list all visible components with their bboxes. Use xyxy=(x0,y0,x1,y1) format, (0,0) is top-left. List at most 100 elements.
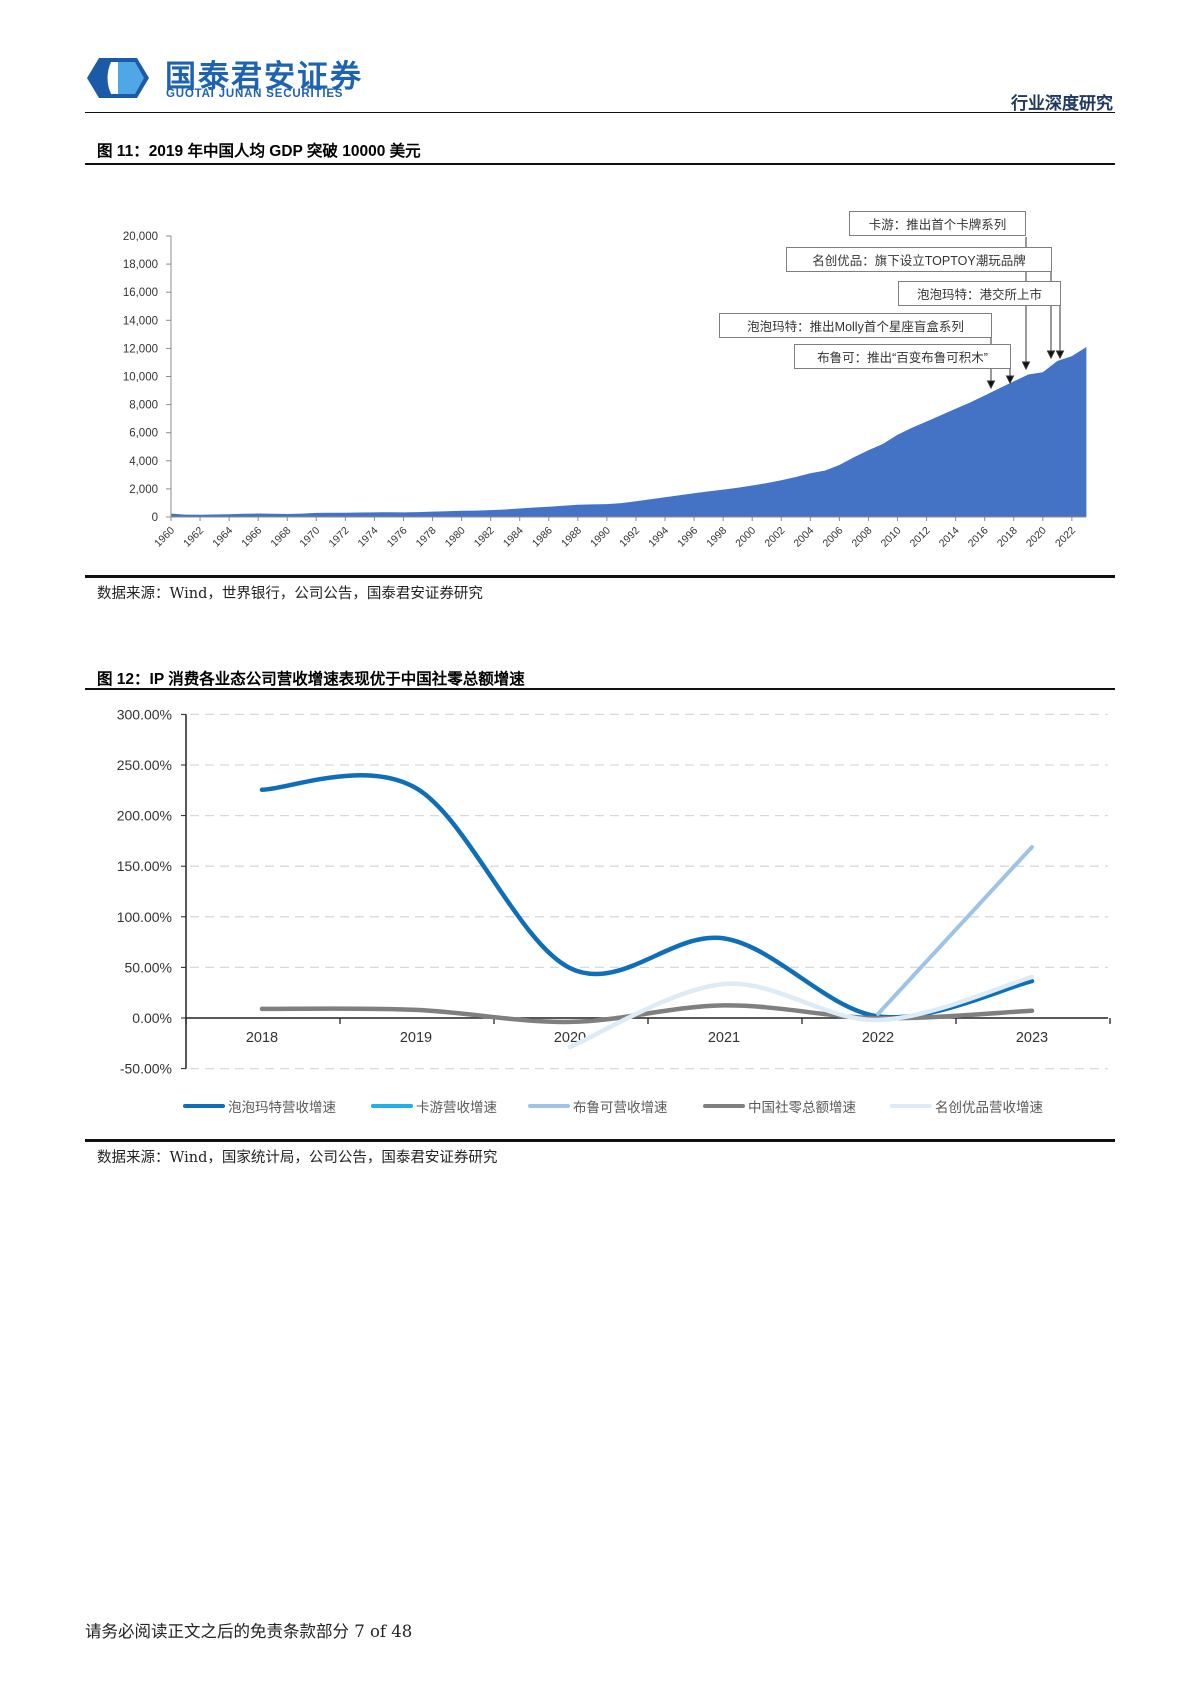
chart-legend: 泡泡玛特营收增速 卡游营收增速 布鲁可营收增速 中国社零总额增速 名创优品营收增… xyxy=(0,1096,1200,1116)
x-tick-label: 1976 xyxy=(385,525,410,550)
x-tick-label: 2023 xyxy=(1016,1030,1048,1046)
x-tick-label: 1978 xyxy=(414,525,439,550)
x-tick-label: 2022 xyxy=(1053,525,1078,550)
legend-swatch xyxy=(703,1104,745,1108)
legend-item-miniso: 名创优品营收增速 xyxy=(890,1096,1043,1116)
y-tick-label: 14,000 xyxy=(123,315,158,327)
annotation-text: 名创优品：旗下设立TOPTOY潮玩品牌 xyxy=(812,254,1026,268)
x-tick-label: 1990 xyxy=(588,525,613,550)
figure-11-source-rule xyxy=(85,575,1115,578)
y-tick-label: 300.00% xyxy=(117,706,172,722)
legend-label: 布鲁可营收增速 xyxy=(573,1100,668,1115)
gdp-area xyxy=(171,347,1087,517)
legend-item-kayou: 卡游营收增速 xyxy=(371,1096,497,1116)
gdp-per-capita-area-chart: 0 2,000 4,000 6,000 8,000 10,000 12,000 14,000 1… xyxy=(123,231,1087,550)
x-tick-label: 1964 xyxy=(210,525,235,550)
legend-swatch xyxy=(528,1104,570,1108)
series-line xyxy=(876,844,1034,1016)
chart-plot-area: 300.00% 250.00% 200.00% 150.00% 100.00% 50.00… xyxy=(117,706,1111,1077)
x-tick-label: 2006 xyxy=(820,525,845,550)
figure-12-title-rule xyxy=(85,688,1115,690)
annotation-miniso: 名创优品：旗下设立TOPTOY潮玩品牌 xyxy=(786,247,1052,272)
legend-swatch xyxy=(371,1104,413,1108)
header-divider xyxy=(85,112,1115,113)
x-tick-label: 2010 xyxy=(879,525,904,550)
y-tick-label: 8,000 xyxy=(129,400,158,412)
x-tick-label: 2012 xyxy=(908,525,933,550)
x-tick-label: 2019 xyxy=(400,1030,432,1046)
annotation-text: 泡泡玛特：港交所上市 xyxy=(916,288,1042,302)
y-tick-label: 0.00% xyxy=(132,1010,172,1026)
x-tick-label: 2000 xyxy=(733,525,758,550)
x-tick-label: 2018 xyxy=(246,1030,278,1046)
y-tick-label: 2,000 xyxy=(129,484,158,496)
legend-swatch xyxy=(890,1104,932,1108)
figure-11-source: 数据来源：Wind，世界银行，公司公告，国泰君安证券研究 xyxy=(97,586,483,602)
y-tick-label: 250.00% xyxy=(117,757,172,773)
x-tick-label: 1988 xyxy=(559,525,584,550)
y-tick-label: 12,000 xyxy=(123,343,158,355)
revenue-growth-line-chart: 300.00% 250.00% 200.00% 150.00% 100.00% 50.00… xyxy=(117,706,1111,1077)
figure-11-title-rule xyxy=(85,163,1115,165)
legend-item-retail-sales: 中国社零总额增速 xyxy=(703,1096,856,1116)
x-tick-label: 1960 xyxy=(152,525,177,550)
legend-label: 中国社零总额增速 xyxy=(748,1100,856,1115)
company-logo-icon xyxy=(87,58,149,98)
report-type-label: 行业深度研究 xyxy=(1011,94,1113,114)
x-tick-label: 2008 xyxy=(850,525,875,550)
legend-label: 泡泡玛特营收增速 xyxy=(228,1100,336,1115)
annotation-blokees: 布鲁可：推出“百变布鲁可积木” xyxy=(794,344,1011,369)
x-tick-label: 1982 xyxy=(472,525,497,550)
annotation-text: 泡泡玛特：推出Molly首个星座盲盒系列 xyxy=(747,320,964,334)
annotation-text: 卡游：推出首个卡牌系列 xyxy=(868,218,1007,232)
brand-name-en: GUOTAI JUNAN SECURITIES xyxy=(166,88,344,100)
y-tick-label: 150.00% xyxy=(117,858,172,874)
x-tick-label: 1992 xyxy=(617,525,642,550)
x-tick-label: 1994 xyxy=(646,525,671,550)
brand-name-cn: 国泰君安证券 xyxy=(165,59,363,94)
legend-label: 卡游营收增速 xyxy=(416,1100,497,1115)
legend-item-blokees: 布鲁可营收增速 xyxy=(528,1096,668,1116)
chart-plot-area: 0 2,000 4,000 6,000 8,000 10,000 12,000 14,000 1… xyxy=(123,231,1087,550)
y-tick-label: 10,000 xyxy=(123,372,158,384)
x-tick-label: 1980 xyxy=(443,525,468,550)
legend-item-popmart: 泡泡玛特营收增速 xyxy=(183,1096,336,1116)
y-tick-label: 20,000 xyxy=(123,231,158,243)
annotation-popmart-molly: 泡泡玛特：推出Molly首个星座盲盒系列 xyxy=(719,313,992,338)
page-footer: 请务必阅读正文之后的免责条款部分 7 of 48 xyxy=(85,1622,413,1641)
figure-12-title: 图 12：IP 消费各业态公司营收增速表现优于中国社零总额增速 xyxy=(97,671,525,688)
x-tick-label: 2021 xyxy=(708,1030,740,1046)
series-line xyxy=(567,974,1035,1050)
x-tick-label: 2022 xyxy=(862,1030,894,1046)
x-tick-label: 2016 xyxy=(966,525,991,550)
x-tick-label: 1968 xyxy=(268,525,293,550)
x-tick-label: 2020 xyxy=(1024,525,1049,550)
y-tick-label: 16,000 xyxy=(123,287,158,299)
y-tick-label: 200.00% xyxy=(117,808,172,824)
x-tick-label: 1996 xyxy=(675,525,700,550)
x-tick-label: 1986 xyxy=(530,525,555,550)
x-tick-label: 1974 xyxy=(356,525,381,550)
annotation-text: 布鲁可：推出“百变布鲁可积木” xyxy=(817,351,988,365)
x-tick-label: 2014 xyxy=(937,525,962,550)
x-tick-label: 2002 xyxy=(762,525,787,550)
x-tick-label: 1972 xyxy=(326,525,351,550)
figure-11-title: 图 11：2019 年中国人均 GDP 突破 10000 美元 xyxy=(97,143,421,160)
y-tick-label: 6,000 xyxy=(129,428,158,440)
y-tick-label: 0 xyxy=(152,512,158,524)
y-tick-label: 50.00% xyxy=(125,959,172,975)
annotation-kayou: 卡游：推出首个卡牌系列 xyxy=(849,211,1026,236)
annotation-popmart-ipo: 泡泡玛特：港交所上市 xyxy=(898,281,1061,306)
y-tick-label: -50.00% xyxy=(120,1061,172,1077)
x-tick-label: 1998 xyxy=(704,525,729,550)
y-tick-label: 4,000 xyxy=(129,456,158,468)
figure-12-source-rule xyxy=(85,1139,1115,1142)
x-tick-label: 1966 xyxy=(239,525,264,550)
legend-swatch xyxy=(183,1104,225,1108)
y-tick-label: 18,000 xyxy=(123,259,158,271)
x-tick-label: 1984 xyxy=(501,525,526,550)
series-line xyxy=(259,773,1035,1020)
y-tick-label: 100.00% xyxy=(117,909,172,925)
x-tick-label: 2018 xyxy=(995,525,1020,550)
x-tick-label: 1962 xyxy=(181,525,206,550)
